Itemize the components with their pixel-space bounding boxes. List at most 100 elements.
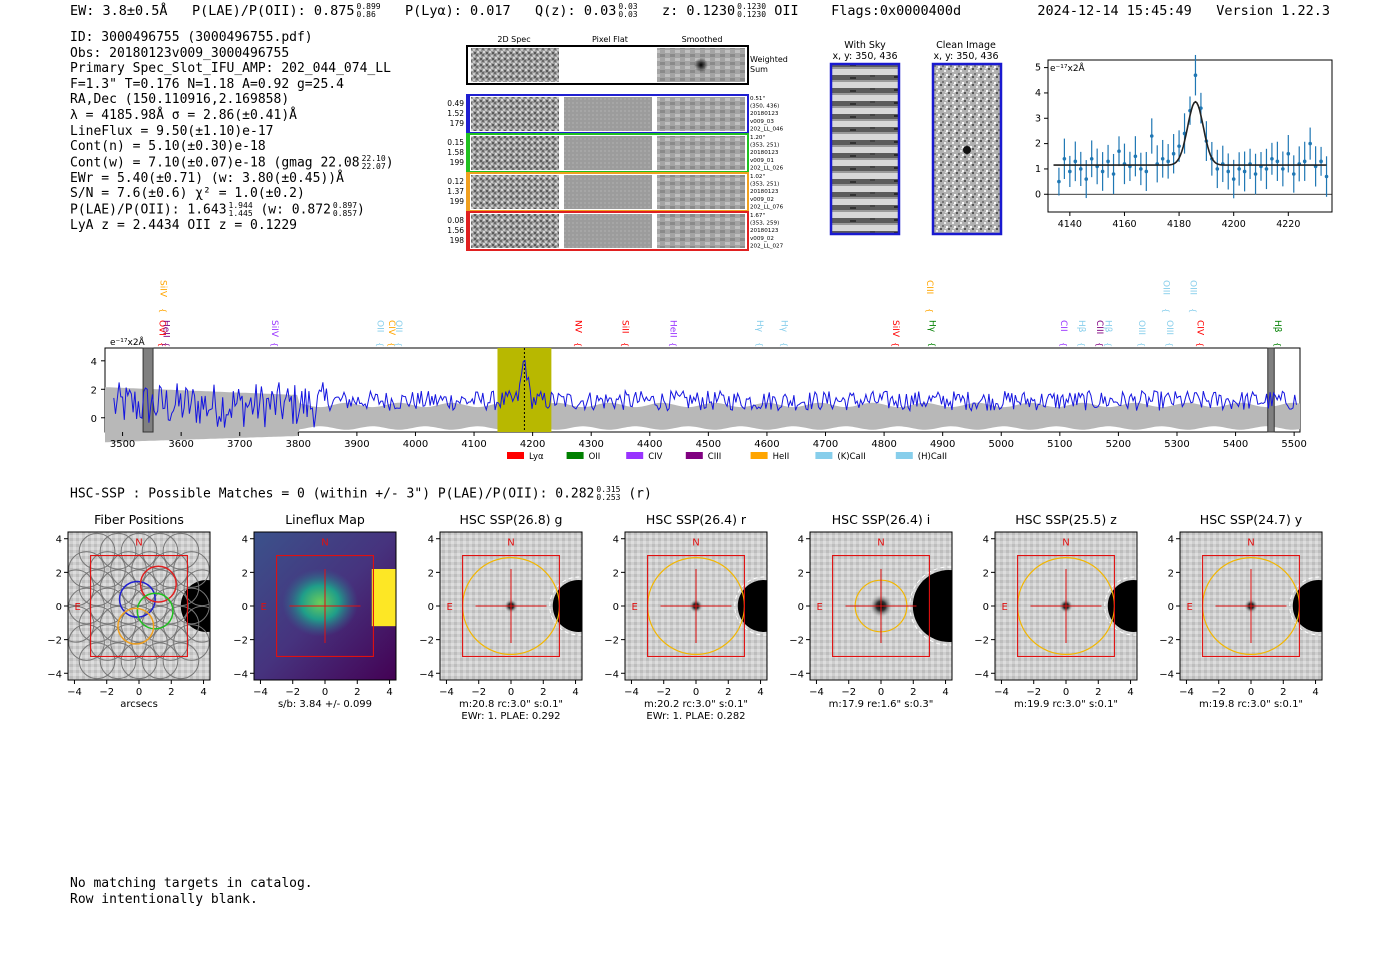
- header-z-hi: 0.1230: [737, 2, 767, 11]
- data-point: [1308, 141, 1312, 146]
- cutout-meta: 202_LL_027: [750, 243, 784, 249]
- fiber-circle: [120, 605, 158, 643]
- data-point: [1302, 159, 1307, 164]
- y-tick-label: 0: [242, 602, 248, 613]
- x-tick-label: 5100: [1047, 439, 1072, 450]
- y-tick-label: −4: [1159, 669, 1174, 680]
- hsc-panel-title: Fiber Positions: [94, 512, 184, 527]
- x-tick-label: −4: [439, 687, 454, 698]
- data-point: [1193, 73, 1198, 77]
- info-contw: Cont(w) = 7.10(±0.07)e-18 (gmag 22.08: [70, 155, 360, 171]
- info-plae-lo: 1.445: [228, 209, 253, 219]
- with-sky-title: With Sky: [844, 40, 886, 51]
- data-point: [1242, 169, 1247, 174]
- x-tick-label: −2: [99, 687, 114, 698]
- legend-label: CIV: [648, 452, 662, 462]
- y-tick-label: −2: [419, 636, 434, 647]
- data-point: [1275, 159, 1280, 164]
- data-point: [1237, 167, 1241, 171]
- fiber-circle: [141, 532, 179, 570]
- clean-image-source: [963, 146, 971, 154]
- col-pixel-flat: Pixel Flat: [592, 35, 628, 44]
- data-point: [1319, 159, 1323, 164]
- x-tick-label: 3800: [286, 439, 311, 450]
- cutout-num: 0.15: [447, 138, 464, 147]
- neighbor-ellipse: [734, 576, 767, 636]
- y-tick-label: 4: [242, 535, 248, 546]
- x-tick-label: 4100: [461, 439, 486, 450]
- spectral-line-label: Hγ: [754, 320, 764, 333]
- cutout-flat: [564, 97, 652, 131]
- legend-swatch: [626, 452, 644, 459]
- north-label: N: [877, 537, 884, 548]
- cutout-num: 1.56: [447, 226, 464, 235]
- legend-label: Lyα: [529, 452, 544, 462]
- x-tick-label: 4300: [578, 439, 603, 450]
- x-tick-label: 3600: [168, 439, 193, 450]
- info-lambda: λ = 4185.98Å σ = 2.86(±0.41)Å: [70, 107, 297, 123]
- footer-line-1: No matching targets in catalog.: [70, 876, 313, 891]
- x-tick-label: 5500: [1281, 439, 1306, 450]
- north-label: N: [1247, 537, 1254, 548]
- hsc-panel: HSC SSP(26.4) i N E −4 −4 −2 −2 0 0 2 2 4 4 m:17.9 re…: [789, 512, 953, 710]
- bright-neighbor: [180, 580, 210, 632]
- info-contw-row: Cont(w) = 7.10(±0.07)e-18 (gmag 22.08 22.…: [70, 154, 394, 171]
- legend-swatch: [685, 452, 703, 459]
- x-tick-label: 0: [508, 687, 514, 698]
- spectral-line-label: OIII: [1164, 320, 1174, 335]
- spectral-line-brace: {: [1104, 342, 1113, 347]
- hsc-summary: HSC-SSP : Possible Matches = 0 (within +…: [70, 486, 652, 502]
- spectral-line-label: CIV: [386, 320, 396, 336]
- x-tick-label: 4800: [871, 439, 896, 450]
- north-label: N: [507, 537, 514, 548]
- x-tick-label: 4: [386, 687, 392, 698]
- fiber-circle: [183, 569, 210, 607]
- spectral-line-label: CII: [1058, 320, 1068, 332]
- spectral-line-label: CIV: [1195, 320, 1205, 336]
- footer-line-2: Row intentionally blank.: [70, 891, 258, 907]
- info-plae-w-hi: 0.897: [332, 201, 358, 211]
- x-tick-label: 4140: [1058, 219, 1082, 230]
- hsc-caption: m:20.2 rc:3.0" s:0.1": [644, 699, 748, 710]
- x-tick-label: −4: [1179, 687, 1194, 698]
- header-plya: P(Lyα): 0.017: [404, 3, 511, 19]
- full-spectrum-chart: e⁻¹⁷x2Å SiIV {OVI {HeII {SiIV {OII {CIV {OII {N…: [91, 280, 1307, 462]
- header-plae-lo: 0.86: [356, 10, 376, 19]
- x-tick-label: 5400: [1223, 439, 1248, 450]
- cutout-meta: v009_03: [750, 119, 774, 125]
- spectral-line-label: NV: [572, 320, 582, 334]
- bright-neighbor: [552, 580, 582, 632]
- neighbor-ellipse: [549, 576, 582, 636]
- header-version: Version 1.22.3: [1216, 3, 1330, 19]
- cutout-meta: 20180123: [750, 111, 779, 117]
- spectral-line-brace: {: [270, 342, 279, 347]
- hsc-panel: HSC SSP(25.5) z N E −4 −4 −2 −2 0 0 2 2 4 4 m:19.9 rc…: [974, 512, 1138, 710]
- data-point: [1057, 179, 1061, 184]
- cutout-meta: 202_LL_046: [750, 126, 784, 132]
- fiber-circle: [68, 605, 95, 643]
- x-tick-label: −2: [285, 687, 300, 698]
- fiber-circle: [99, 569, 137, 607]
- x-tick-label: 3900: [344, 439, 369, 450]
- y-tick-label: −2: [604, 636, 619, 647]
- y-tick-label: −4: [974, 669, 989, 680]
- info-sn: S/N = 7.6(±0.6) χ² = 1.0(±0.2): [70, 186, 305, 202]
- fiber-circle: [131, 624, 168, 661]
- x-tick-label: −4: [809, 687, 824, 698]
- highlighted-fiber: [118, 580, 156, 618]
- y-tick-label: 2: [1035, 139, 1041, 150]
- header-datetime: 2024-12-14 15:45:49: [1037, 3, 1192, 19]
- with-sky-xy: x, y: 350, 436: [832, 51, 897, 62]
- data-point: [1270, 157, 1274, 161]
- legend-swatch: [566, 452, 584, 459]
- north-label: N: [1062, 537, 1069, 548]
- fiber-circle: [110, 624, 147, 661]
- clean-image-xy: x, y: 350, 436: [933, 51, 998, 62]
- y-tick-label: 2: [91, 385, 97, 396]
- y-tick-label: 4: [613, 535, 619, 546]
- fiber-circle: [110, 551, 147, 588]
- fiber-circle: [152, 624, 189, 661]
- fiber-circle: [99, 532, 137, 570]
